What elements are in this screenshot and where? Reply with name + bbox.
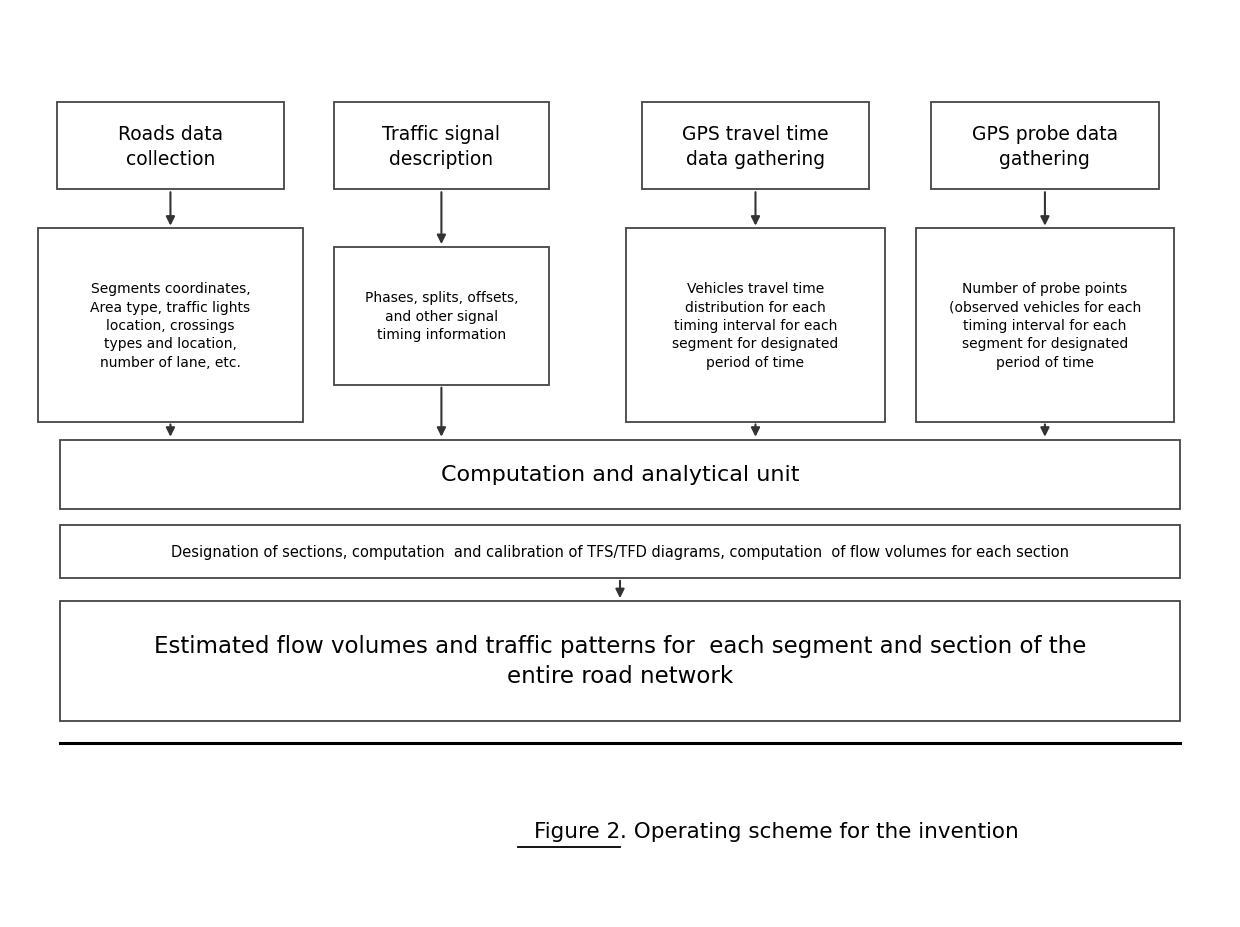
- FancyBboxPatch shape: [60, 525, 1180, 578]
- FancyBboxPatch shape: [334, 103, 549, 190]
- Text: Vehicles travel time
distribution for each
timing interval for each
segment for : Vehicles travel time distribution for ea…: [672, 282, 838, 370]
- Text: Figure 2: Figure 2: [533, 821, 620, 841]
- Text: Traffic signal
description: Traffic signal description: [382, 124, 501, 169]
- Text: Estimated flow volumes and traffic patterns for  each segment and section of the: Estimated flow volumes and traffic patte…: [154, 634, 1086, 688]
- FancyBboxPatch shape: [60, 602, 1180, 720]
- FancyBboxPatch shape: [641, 103, 869, 190]
- Text: Designation of sections, computation  and calibration of TFS/TFD diagrams, compu: Designation of sections, computation and…: [171, 544, 1069, 559]
- Text: Roads data
collection: Roads data collection: [118, 124, 223, 169]
- Text: Segments coordinates,
Area type, traffic lights
location, crossings
types and lo: Segments coordinates, Area type, traffic…: [91, 282, 250, 370]
- FancyBboxPatch shape: [38, 229, 303, 422]
- Text: Phases, splits, offsets,
and other signal
timing information: Phases, splits, offsets, and other signa…: [365, 291, 518, 342]
- FancyBboxPatch shape: [60, 440, 1180, 509]
- Text: Computation and analytical unit: Computation and analytical unit: [440, 464, 800, 485]
- FancyBboxPatch shape: [334, 248, 549, 386]
- FancyBboxPatch shape: [931, 103, 1159, 190]
- FancyBboxPatch shape: [57, 103, 284, 190]
- Text: GPS probe data
gathering: GPS probe data gathering: [972, 124, 1118, 169]
- FancyBboxPatch shape: [626, 229, 885, 422]
- Text: GPS travel time
data gathering: GPS travel time data gathering: [682, 124, 828, 169]
- Text: Number of probe points
(observed vehicles for each
timing interval for each
segm: Number of probe points (observed vehicle…: [949, 282, 1141, 370]
- FancyBboxPatch shape: [915, 229, 1174, 422]
- Text: . Operating scheme for the invention: . Operating scheme for the invention: [620, 821, 1019, 841]
